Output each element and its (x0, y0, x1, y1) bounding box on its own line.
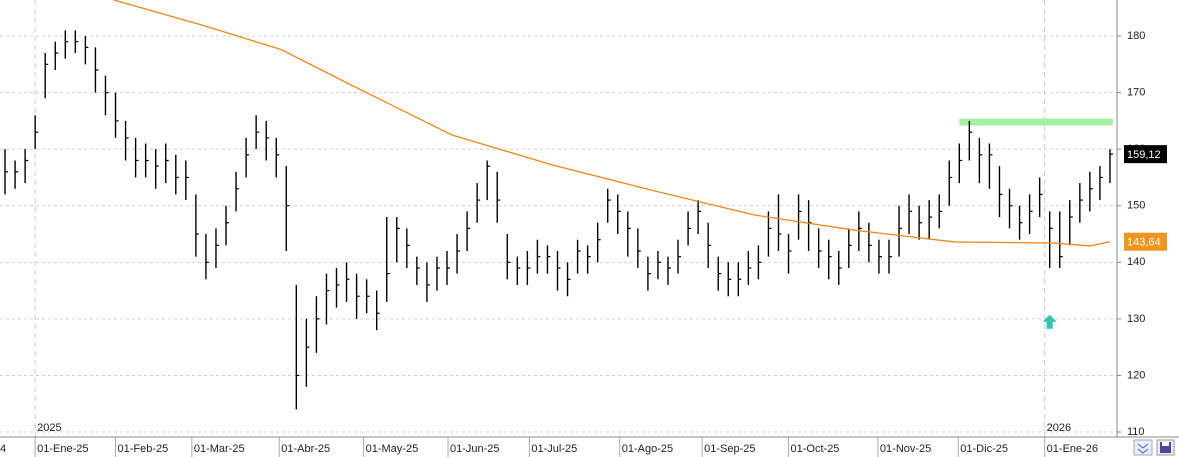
y-tick-label: 180 (1127, 30, 1145, 42)
save-icon (1160, 442, 1171, 453)
y-tick-label: 110 (1127, 426, 1145, 438)
year-label: 2025 (37, 422, 61, 434)
axes: 110120130140150160170180401-Ene-2501-Feb… (0, 30, 1167, 457)
save-button[interactable] (1156, 439, 1175, 456)
moving-average-line (113, 0, 1111, 247)
y-tick-label: 140 (1127, 256, 1145, 268)
zoom-icon (1137, 443, 1149, 454)
y-tick-label: 170 (1127, 87, 1145, 99)
last-value-box (1124, 145, 1167, 164)
x-tick-label: 01-Ene-26 (1047, 443, 1098, 455)
x-tick-label: 01-Sep-25 (704, 443, 755, 455)
x-tick-label: 4 (0, 443, 6, 455)
x-tick-label: 01-Jun-25 (450, 443, 500, 455)
year-label: 2026 (1047, 422, 1071, 434)
x-tick-label: 01-Mar-25 (194, 443, 245, 455)
last-value-label: 143,64 (1127, 237, 1161, 249)
x-tick-label: 01-May-25 (366, 443, 419, 455)
signal-arrow (1042, 314, 1057, 329)
x-tick-label: 01-Feb-25 (118, 443, 169, 455)
grid (0, 0, 1117, 437)
x-tick-label: 01-Jul-25 (531, 443, 577, 455)
plot-area (4, 0, 1113, 410)
y-tick-label: 150 (1127, 200, 1145, 212)
zoom-button[interactable] (1133, 439, 1153, 456)
y-tick-label: 120 (1127, 369, 1145, 381)
x-tick-label: 01-Dic-25 (960, 443, 1008, 455)
x-tick-label: 01-Oct-25 (791, 443, 840, 455)
x-axis-area (0, 437, 1179, 457)
x-tick-label: 01-Abr-25 (281, 443, 330, 455)
save-icon-label (1162, 442, 1169, 446)
x-tick-label: 01-Nov-25 (880, 443, 931, 455)
x-tick-label: 01-Ene-25 (37, 443, 88, 455)
y-tick-label: 130 (1127, 313, 1145, 325)
last-value-label: 159,12 (1127, 149, 1161, 161)
y-axis-area (1117, 0, 1179, 457)
last-value-box (1124, 232, 1167, 251)
x-tick-label: 01-Ago-25 (622, 443, 673, 455)
